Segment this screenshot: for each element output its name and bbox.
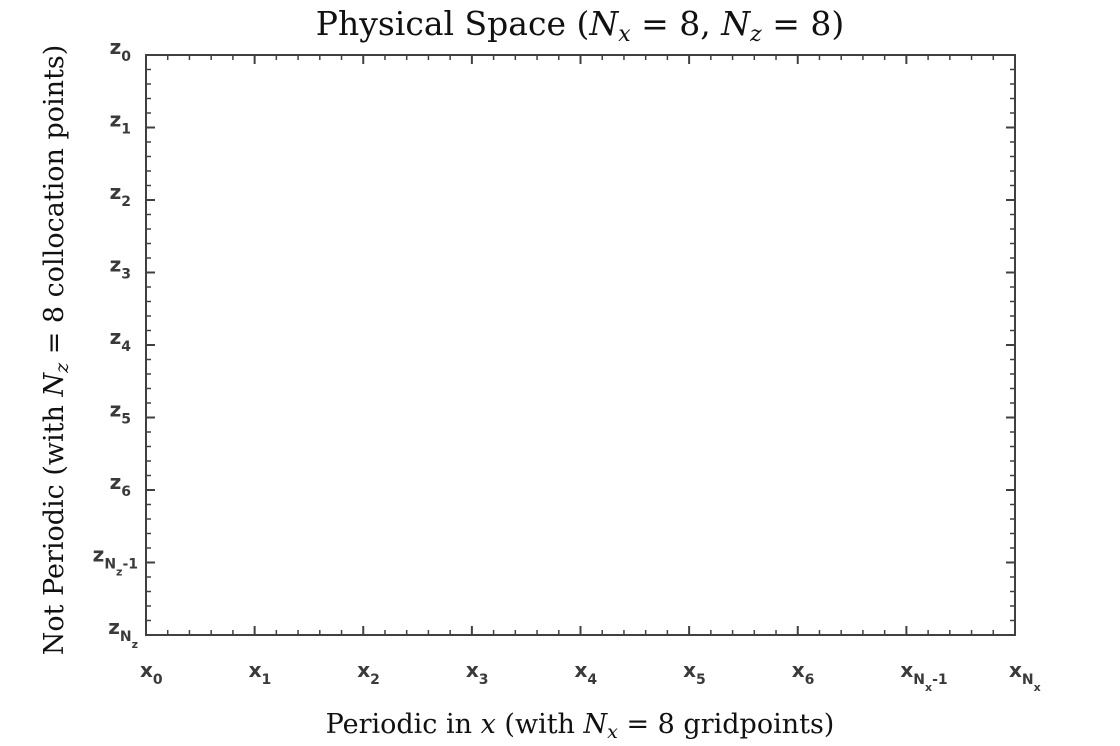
- x-axis-label: Periodic in x (with Nx = 8 gridpoints): [326, 709, 835, 743]
- y-tick-label: z4: [110, 325, 132, 355]
- x-tick-label: x2: [357, 658, 380, 688]
- x-tick-label: x1: [249, 658, 272, 688]
- x-tick-label: x6: [792, 658, 815, 688]
- y-axis-label: Not Periodic (with Nz = 8 collocation po…: [39, 45, 73, 656]
- y-tick-label: zNz-1: [93, 543, 138, 579]
- y-tick-label: zNz: [108, 615, 138, 651]
- x-tick-label: xNx: [1009, 658, 1041, 694]
- x-tick-label: x4: [575, 658, 598, 688]
- y-tick-label: z3: [110, 253, 131, 283]
- y-tick-label: z2: [110, 180, 131, 210]
- y-tick-label: z6: [110, 470, 131, 500]
- plot-background: [146, 55, 1015, 635]
- chart-title: Physical Space (Nx = 8, Nz = 8): [316, 4, 844, 47]
- x-tick-label: xNx-1: [900, 658, 947, 694]
- x-tick-label: x0: [140, 658, 163, 688]
- y-tick-label: z1: [110, 108, 131, 138]
- x-tick-label: x3: [466, 658, 489, 688]
- y-tick-label: z0: [110, 35, 132, 65]
- x-tick-label: x5: [683, 658, 706, 688]
- y-tick-label: z5: [110, 398, 131, 428]
